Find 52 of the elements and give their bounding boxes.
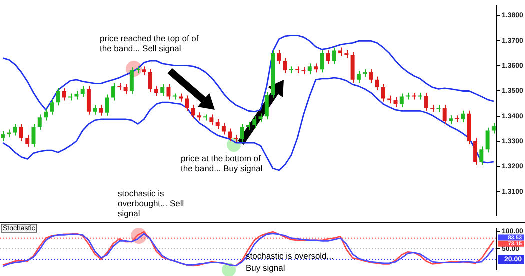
candlestick xyxy=(56,88,60,106)
candlestick xyxy=(222,122,226,136)
candlestick xyxy=(112,82,116,102)
candlestick xyxy=(26,134,30,148)
candlestick xyxy=(44,108,48,122)
candlestick xyxy=(283,58,288,74)
candlestick xyxy=(480,146,484,166)
candlestick xyxy=(38,114,42,130)
candlestick xyxy=(62,88,66,102)
candlestick xyxy=(332,47,336,65)
candlestick xyxy=(314,63,318,74)
candlestick xyxy=(93,104,98,116)
candlestick xyxy=(394,97,398,108)
candlestick xyxy=(19,123,24,142)
candlestick xyxy=(210,114,214,126)
candlestick xyxy=(50,99,54,116)
candlestick xyxy=(424,92,428,112)
candlestick xyxy=(308,63,312,75)
candlestick xyxy=(381,84,386,102)
candlestick xyxy=(86,86,91,116)
candlestick xyxy=(185,95,190,112)
candlestick xyxy=(442,104,447,125)
candlestick xyxy=(166,84,171,100)
annotation: price at the bottom of the band... Buy signal xyxy=(181,154,263,174)
candlestick xyxy=(1,131,6,142)
candlestick xyxy=(124,84,128,95)
candlestick xyxy=(486,127,490,154)
candlestick xyxy=(160,84,165,97)
annotation: stochastic is overbought... Sell signal xyxy=(118,188,184,219)
candlestick xyxy=(105,94,110,116)
candlestick xyxy=(320,50,324,74)
candlestick xyxy=(13,123,18,136)
candlestick xyxy=(240,123,244,143)
candlestick xyxy=(277,50,282,65)
candlestick xyxy=(191,104,196,120)
candlestick xyxy=(369,68,374,84)
candlestick xyxy=(154,86,158,97)
candlestick xyxy=(228,128,232,142)
annotation: price reached the top of of the band... Sell signal xyxy=(100,34,200,54)
candlestick xyxy=(148,68,152,93)
candlestick xyxy=(474,138,478,166)
candlestick xyxy=(356,70,361,84)
candlestick xyxy=(130,66,134,95)
candlestick xyxy=(375,76,380,91)
candlestick xyxy=(216,118,220,130)
candlestick xyxy=(264,92,269,120)
candlestick xyxy=(326,50,330,65)
candlestick xyxy=(99,104,104,116)
candlestick xyxy=(80,86,85,98)
candlestick xyxy=(492,122,496,134)
candlestick xyxy=(252,116,257,129)
candlestick xyxy=(400,93,404,108)
